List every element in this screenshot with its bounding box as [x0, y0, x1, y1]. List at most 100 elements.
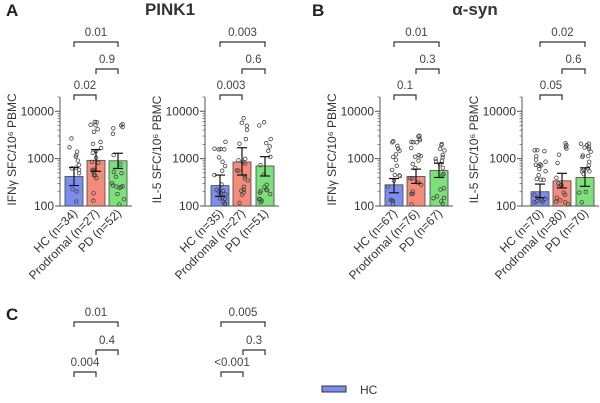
comparison-bracket: [539, 94, 563, 100]
data-point: [264, 187, 269, 192]
data-point: [267, 144, 272, 149]
data-point: [118, 123, 124, 128]
data-point: [220, 188, 225, 194]
data-point: [532, 199, 537, 205]
data-point: [257, 123, 262, 128]
comparison-bracket: [220, 371, 244, 377]
data-point: [242, 161, 248, 166]
data-point: [440, 165, 446, 171]
data-point: [98, 139, 103, 145]
data-point: [543, 168, 548, 174]
comparison-bracket: [95, 68, 119, 74]
data-point: [431, 196, 436, 201]
p-value-label: 0.4: [99, 335, 116, 347]
y-tick-label: 1000: [27, 152, 54, 166]
p-value-label: 0.05: [540, 80, 562, 92]
data-point: [418, 154, 423, 159]
data-point: [585, 166, 591, 171]
data-point: [216, 155, 222, 160]
data-point: [241, 184, 247, 189]
data-point: [533, 157, 539, 162]
data-point: [111, 126, 116, 131]
data-point: [259, 198, 264, 203]
panel-letter-a: A: [6, 1, 18, 20]
data-point: [261, 120, 267, 125]
data-point: [216, 189, 222, 194]
data-point: [257, 190, 263, 195]
data-point: [67, 145, 72, 150]
data-point: [437, 161, 443, 167]
data-point: [417, 138, 423, 143]
data-point: [91, 191, 96, 196]
data-point: [395, 143, 400, 149]
data-point: [437, 146, 443, 152]
data-point: [564, 143, 569, 148]
p-value-label: 0.02: [74, 80, 96, 92]
panel-letter-c: C: [6, 305, 18, 324]
data-point: [410, 176, 415, 181]
data-point: [222, 163, 228, 169]
data-point: [409, 191, 414, 197]
legend-swatch-hc: [321, 385, 347, 393]
data-point: [76, 167, 82, 172]
data-point: [586, 146, 592, 152]
data-point: [579, 169, 585, 174]
y-tick-label: 10000: [341, 104, 375, 118]
data-point: [88, 122, 93, 128]
data-point: [236, 158, 241, 163]
p-value-label: 0.005: [229, 307, 258, 319]
p-value-label: 0.6: [566, 54, 582, 66]
data-point: [586, 141, 591, 146]
data-point: [577, 190, 582, 195]
data-point: [258, 162, 263, 168]
data-point: [441, 186, 447, 191]
data-point: [555, 160, 560, 166]
p-value-label: 0.01: [85, 27, 107, 39]
data-point: [413, 165, 418, 171]
data-point: [441, 195, 447, 201]
data-point: [237, 141, 242, 146]
y-axis-label: IFNγ SFC/10⁶ PBMC: [5, 93, 19, 206]
data-point: [244, 123, 250, 128]
data-point: [535, 147, 540, 153]
data-point: [441, 171, 446, 177]
data-point: [556, 152, 562, 157]
data-point: [558, 198, 563, 203]
data-point: [117, 202, 122, 207]
p-value-label: <0.001: [214, 357, 250, 369]
comparison-bracket: [219, 94, 243, 100]
p-value-label: 0.01: [405, 27, 427, 39]
data-point: [416, 158, 421, 163]
data-point: [264, 182, 269, 187]
comparison-bracket: [242, 349, 266, 355]
data-point: [76, 162, 82, 168]
comparison-bracket: [220, 321, 266, 327]
p-value-label: 0.3: [246, 335, 262, 347]
data-point: [579, 200, 584, 205]
p-value-label: 0.1: [397, 80, 413, 92]
data-point: [268, 136, 273, 142]
chart-5: 0.004 0.4 0.01: [71, 307, 119, 377]
y-axis-label: IL-5 SFC/10⁶ PBMC: [467, 95, 481, 203]
data-point: [241, 190, 247, 195]
data-point: [221, 199, 226, 205]
data-point: [219, 168, 225, 173]
data-point: [69, 136, 74, 141]
data-point: [534, 176, 539, 182]
data-point: [216, 147, 221, 152]
data-point: [212, 146, 217, 151]
data-point: [109, 180, 115, 186]
data-point: [113, 174, 119, 179]
p-value-label: 0.003: [217, 80, 246, 92]
data-point: [442, 148, 447, 153]
data-point: [115, 191, 120, 197]
data-point: [389, 198, 395, 203]
data-point: [91, 198, 96, 203]
data-point: [418, 182, 424, 187]
comparison-bracket: [415, 68, 440, 74]
data-point: [532, 148, 537, 153]
data-point: [554, 175, 559, 181]
